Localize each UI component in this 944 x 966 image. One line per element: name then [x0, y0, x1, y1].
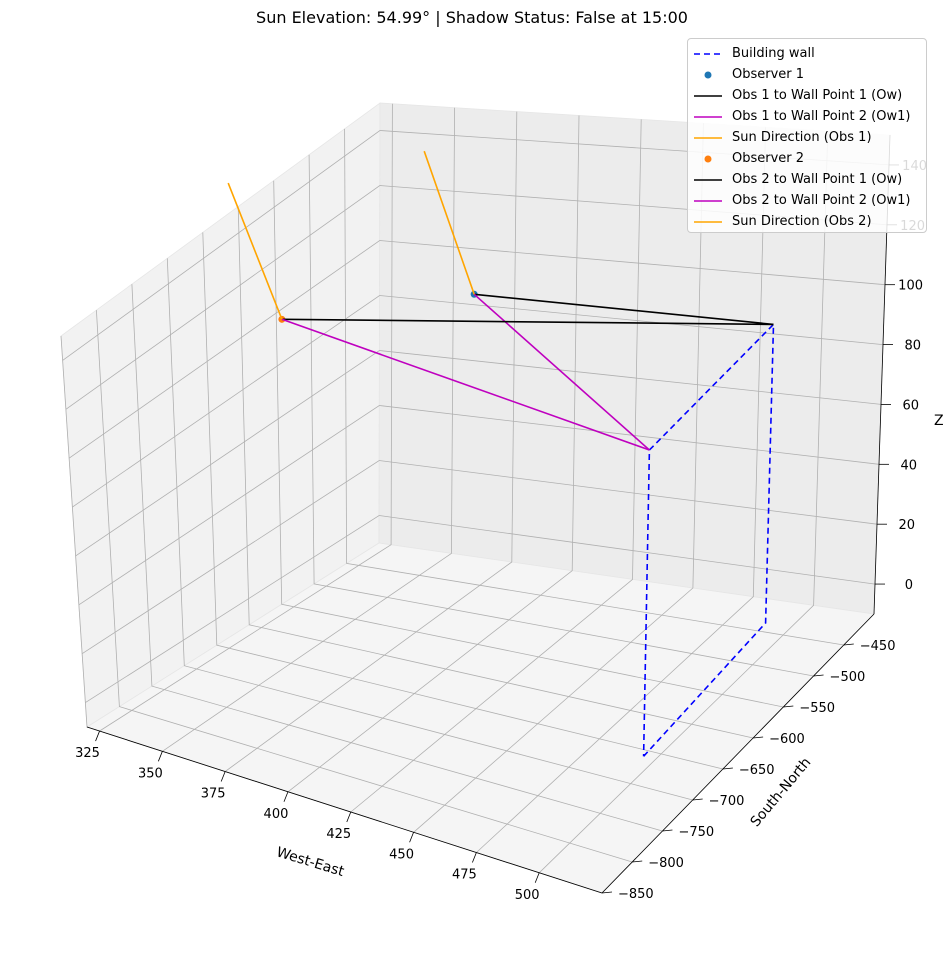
legend-item: Obs 2 to Wall Point 2 (Ow1): [688, 190, 926, 211]
y-tick-label: −600: [769, 732, 805, 747]
legend-label: Obs 2 to Wall Point 2 (Ow1): [732, 193, 911, 208]
legend-item: Sun Direction (Obs 1): [688, 127, 926, 148]
grid-line-y: [237, 206, 754, 739]
legend-item: Obs 2 to Wall Point 1 (Ow): [688, 169, 926, 190]
series-7-line: [281, 318, 650, 451]
legend-label: Obs 1 to Wall Point 2 (Ow1): [732, 109, 911, 124]
legend-swatch: [694, 179, 722, 181]
x-tick-label: 475: [452, 868, 477, 883]
series-6-line: [281, 318, 774, 326]
grid-line-z: [78, 405, 880, 606]
grid-line-z: [75, 350, 882, 557]
series-5-point: [278, 315, 286, 323]
y-tick: [753, 736, 764, 739]
y-tick-label: −750: [678, 825, 714, 840]
y-tick: [843, 643, 854, 646]
grid-line-y: [344, 128, 844, 646]
x-axis-line: [86, 726, 603, 894]
legend-label: Obs 2 to Wall Point 1 (Ow): [732, 172, 903, 187]
legend-swatch: [704, 155, 712, 163]
y-tick-label: −700: [709, 794, 745, 809]
z-tick-label: 20: [898, 518, 915, 533]
legend-item: Observer 2: [688, 148, 926, 169]
y-tick-label: −450: [860, 639, 896, 654]
legend-item: Observer 1: [688, 64, 926, 85]
grid-line-z: [81, 460, 878, 655]
grid-line-z: [85, 515, 876, 703]
y-tick: [692, 798, 703, 801]
x-tick: [157, 751, 163, 762]
x-tick-label: 425: [326, 827, 351, 842]
chart-title: Sun Elevation: 54.99° | Shadow Status: F…: [256, 8, 688, 27]
y-tick-label: −850: [618, 887, 654, 902]
grid-line-y: [202, 232, 723, 770]
y-tick: [722, 767, 733, 770]
x-tick: [346, 811, 352, 823]
legend-swatch: [694, 221, 722, 223]
legend-label: Observer 1: [732, 67, 805, 82]
z-tick-label: 0: [905, 578, 913, 593]
y-tick-label: −800: [648, 856, 684, 871]
legend-item: Obs 1 to Wall Point 2 (Ow1): [688, 106, 926, 127]
x-tick-label: 400: [264, 807, 289, 822]
x-tick: [283, 791, 289, 802]
legend-item: Obs 1 to Wall Point 1 (Ow): [688, 85, 926, 106]
legend-item: Building wall: [688, 43, 926, 64]
grid-line-y: [96, 310, 633, 863]
y-tick-label: −500: [830, 670, 866, 685]
x-tick: [534, 872, 540, 883]
legend-swatch: [694, 53, 722, 55]
legend-swatch: [694, 116, 722, 118]
legend-label: Building wall: [732, 46, 815, 61]
legend-label: Observer 2: [732, 151, 805, 166]
x-tick-label: 325: [75, 746, 100, 761]
z-axis-label: Z: [934, 413, 944, 429]
y-tick-label: −650: [739, 763, 775, 778]
legend-label: Obs 1 to Wall Point 1 (Ow): [732, 88, 903, 103]
y-tick: [601, 891, 613, 894]
legend: Building wall Observer 1 Obs 1 to Wall Poi…: [687, 38, 927, 233]
grid-line-z: [72, 295, 884, 508]
x-tick-label: 350: [138, 766, 163, 781]
series-0-line: [642, 322, 775, 757]
x-tick-label: 375: [201, 787, 226, 802]
legend-swatch: [694, 137, 722, 139]
y-tick: [783, 705, 794, 708]
series-4-line: [423, 150, 475, 295]
data-series: [227, 150, 775, 757]
legend-swatch: [694, 200, 722, 202]
z-tick-label: 80: [904, 339, 921, 354]
legend-swatch: [704, 71, 712, 79]
grid-line-y: [308, 154, 814, 677]
series-8-line: [227, 182, 283, 320]
grid-line-y: [273, 180, 784, 708]
y-axis-line: [601, 613, 875, 894]
series-3-line: [473, 293, 650, 451]
legend-swatch: [694, 95, 722, 97]
y-tick: [632, 860, 643, 863]
y-tick: [813, 674, 824, 677]
z-tick-label: 40: [900, 458, 917, 473]
y-tick: [662, 829, 673, 832]
x-tick-label: 450: [389, 847, 414, 862]
x-tick: [472, 852, 477, 863]
y-tick-label: −550: [799, 701, 835, 716]
series-2-line: [474, 293, 774, 326]
x-tick: [409, 832, 414, 843]
z-tick-label: 60: [902, 398, 919, 413]
x-tick: [220, 771, 226, 782]
x-tick: [95, 730, 100, 742]
legend-label: Sun Direction (Obs 1): [732, 130, 872, 145]
grid-line-y: [166, 258, 693, 801]
legend-label: Sun Direction (Obs 2): [732, 214, 872, 229]
x-tick-label: 500: [515, 888, 540, 903]
x-axis-label: West-East: [275, 844, 347, 880]
legend-item: Sun Direction (Obs 2): [688, 211, 926, 232]
grid-line-y: [131, 284, 663, 832]
z-tick-label: 100: [898, 279, 923, 294]
grid-line-z: [68, 240, 886, 459]
